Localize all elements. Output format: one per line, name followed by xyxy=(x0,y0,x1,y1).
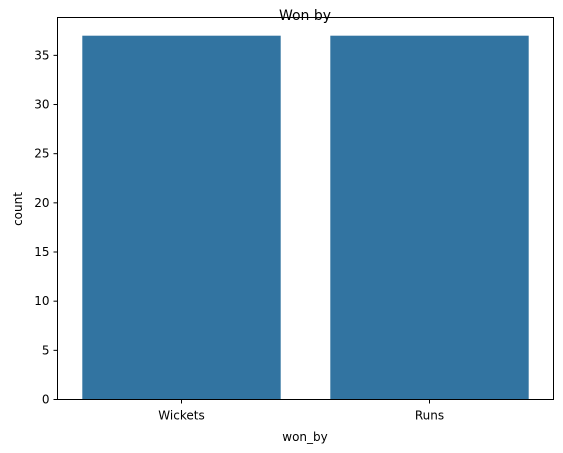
x-tick-label: Runs xyxy=(415,409,444,423)
bars-group xyxy=(82,35,529,400)
y-axis-ticks: 0 5 10 15 20 25 30 35 xyxy=(34,48,58,407)
x-axis-label: won_by xyxy=(282,430,327,444)
y-tick-label: 0 xyxy=(42,393,50,407)
y-tick-label: 15 xyxy=(34,245,49,259)
y-tick-label: 20 xyxy=(34,196,49,210)
bar-runs xyxy=(330,35,529,400)
y-axis-label: count xyxy=(11,192,25,226)
chart-title: Won by xyxy=(279,8,331,24)
y-tick-label: 25 xyxy=(34,147,49,161)
y-tick-label: 35 xyxy=(34,48,49,62)
y-tick-label: 5 xyxy=(42,343,50,357)
bar-wickets xyxy=(82,35,281,400)
plot-frame xyxy=(57,17,554,400)
y-tick-label: 10 xyxy=(34,294,49,308)
y-tick-label: 30 xyxy=(34,98,49,112)
x-tick-label: Wickets xyxy=(158,409,204,423)
x-axis-ticks: Wickets Runs xyxy=(158,399,444,423)
